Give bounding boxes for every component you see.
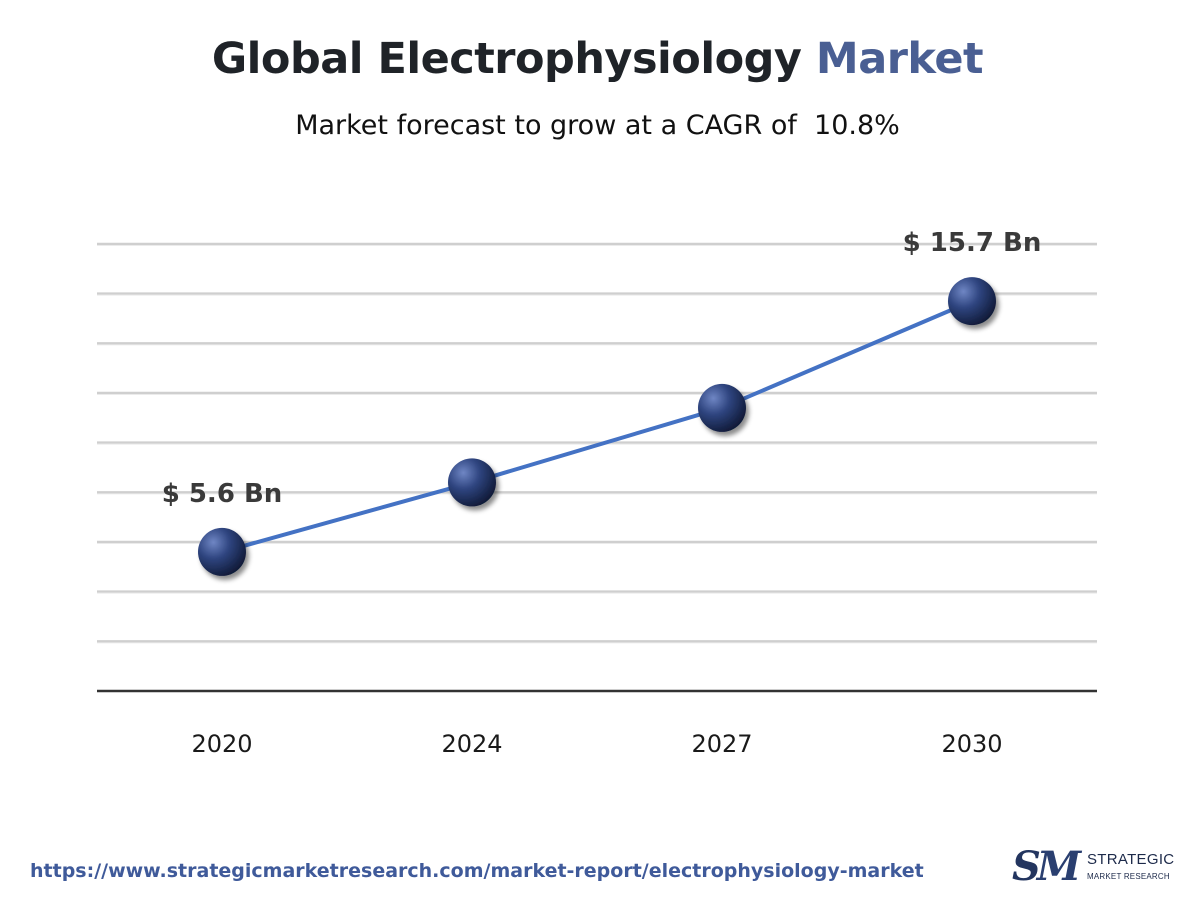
chart-title-accent: Market [815,34,984,84]
x-tick-label: 2024 [441,730,502,758]
data-label: $ 5.6 Bn [162,479,283,509]
logo-text-line1: STRATEGIC [1087,851,1175,868]
company-logo: SM STRATEGIC MARKET RESEARCH [1012,843,1175,893]
x-tick-label: 2030 [941,730,1002,758]
logo-text-line2: MARKET RESEARCH [1087,872,1170,881]
source-url[interactable]: https://www.strategicmarketresearch.com/… [30,860,924,882]
data-point [198,527,246,576]
data-label: $ 15.7 Bn [903,228,1042,258]
chart-subtitle: Market forecast to grow at a CAGR of 10.… [295,110,900,141]
x-tick-label: 2020 [191,730,252,758]
chart-title: Global Electrophysiology Market [0,34,1195,84]
series-line [221,299,973,554]
data-labels: $ 5.6 Bn $ 15.7 Bn [162,228,1042,509]
data-point [448,458,496,507]
chart-title-main: Global Electrophysiology [211,34,802,84]
data-point [698,383,746,432]
series-line-group [221,299,973,554]
logo-mark-icon: SM [1012,843,1081,890]
x-tick-labels: 2020 2024 2027 2030 [191,730,1002,758]
gridlines [97,242,1097,644]
data-points [198,277,996,576]
data-point [948,277,996,326]
x-tick-label: 2027 [691,730,752,758]
